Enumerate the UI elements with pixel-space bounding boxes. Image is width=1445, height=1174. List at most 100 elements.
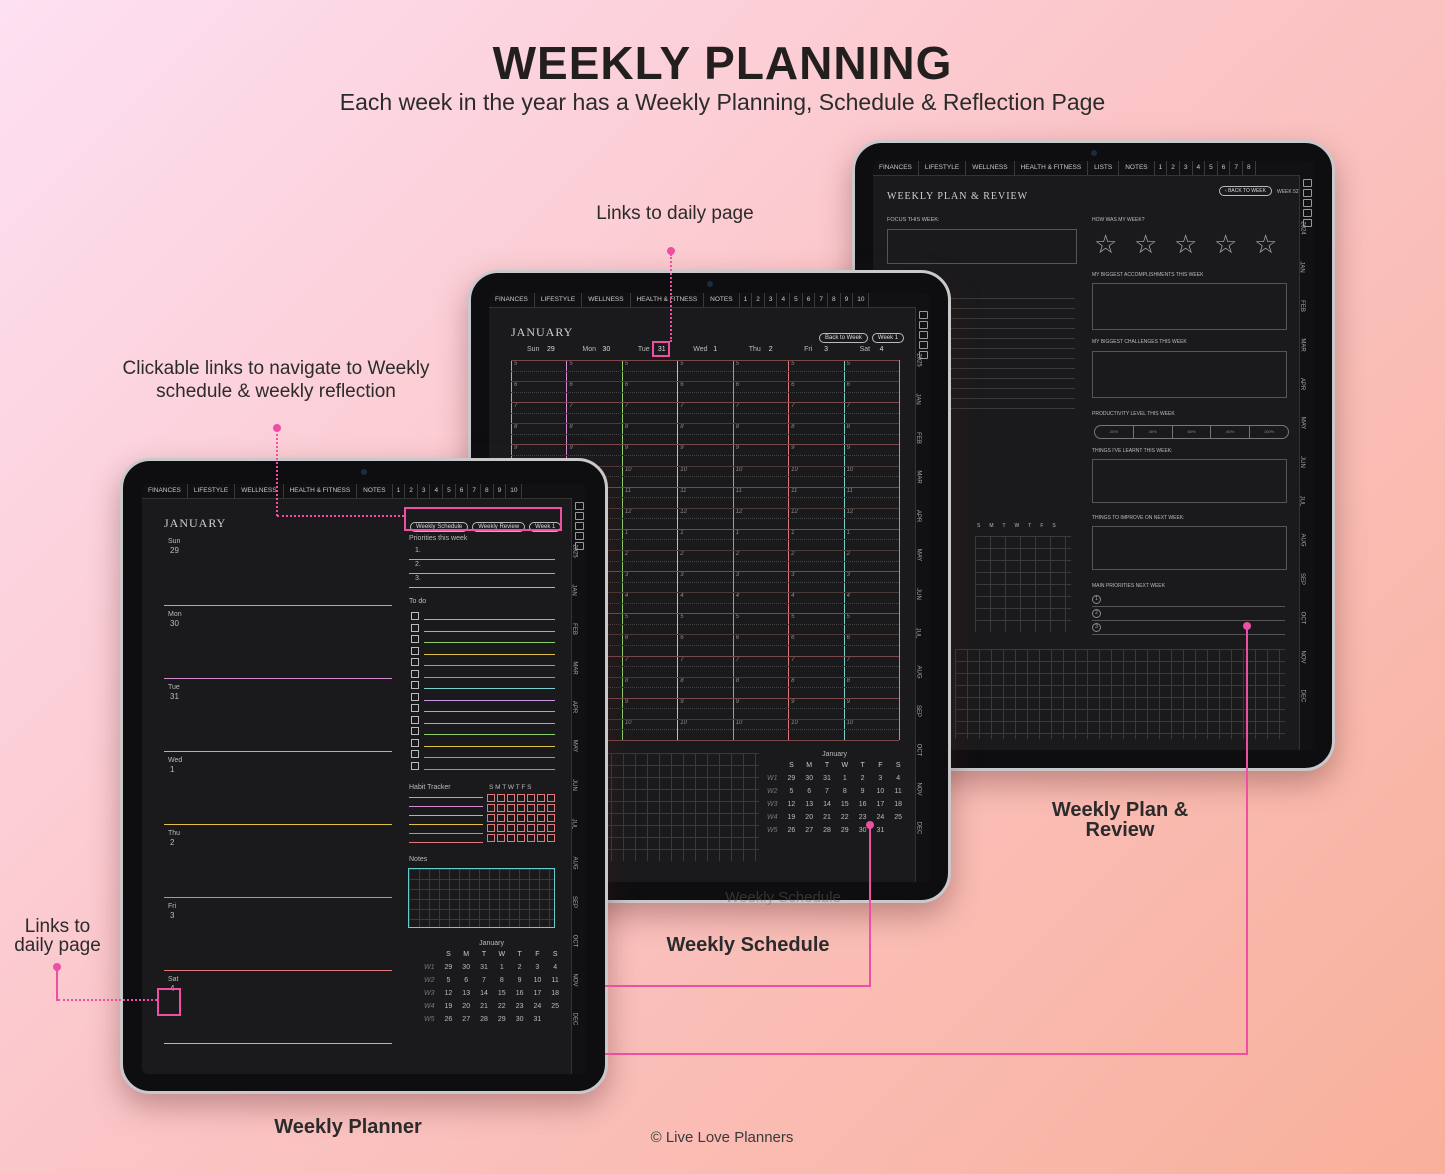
calendar-day[interactable]: 29 (840, 827, 849, 834)
habit-box[interactable] (537, 804, 545, 812)
todo-line[interactable] (424, 665, 555, 666)
side-tab-schedule[interactable]: APR (915, 509, 922, 523)
side-tab-planner[interactable]: JAN (570, 584, 577, 596)
tab-review[interactable]: 1 (1155, 161, 1168, 175)
side-tab-review[interactable]: FEB (1298, 300, 1305, 312)
calendar-day[interactable]: 28 (823, 827, 831, 834)
side-tab-schedule[interactable]: OCT (915, 743, 922, 757)
habit-box[interactable] (487, 804, 495, 812)
calendar-day[interactable]: 19 (444, 1003, 453, 1010)
tab-planner[interactable]: 3 (418, 484, 431, 498)
habit-box[interactable] (547, 814, 555, 822)
tab-schedule[interactable]: 2 (752, 293, 765, 307)
calendar-day[interactable]: 18 (894, 801, 903, 808)
productivity-level[interactable]: 60% (1173, 426, 1212, 438)
side-tab-schedule[interactable]: NOV (915, 782, 922, 796)
calendar-day[interactable]: 8 (842, 788, 847, 795)
side-icon[interactable] (575, 522, 584, 530)
tab-schedule[interactable]: 5 (790, 293, 803, 307)
tab-schedule[interactable]: HEALTH & FITNESS (631, 293, 705, 307)
productivity-level[interactable]: 20% (1095, 426, 1134, 438)
calendar-day[interactable]: 6 (464, 977, 469, 984)
calendar-day[interactable]: 14 (823, 801, 831, 808)
rating-stars[interactable]: ☆ ☆ ☆ ☆ ☆ (1092, 229, 1292, 259)
calendar-day[interactable]: 4 (896, 775, 901, 782)
tab-planner[interactable]: HEALTH & FITNESS (284, 484, 358, 498)
habit-box[interactable] (527, 834, 535, 842)
tab-schedule[interactable]: 9 (841, 293, 854, 307)
productivity-level[interactable]: 100% (1263, 429, 1275, 434)
tab-review[interactable]: 6 (1218, 161, 1231, 175)
day-number[interactable]: 3 (170, 911, 175, 920)
planner-nav-button[interactable]: Weekly Review (472, 522, 526, 532)
todo-checkbox[interactable] (411, 692, 419, 701)
todo-checkbox[interactable] (411, 635, 419, 643)
tab-schedule[interactable]: 3 (765, 293, 778, 307)
planner-nav-button[interactable]: Weekly Schedule (410, 522, 469, 532)
side-tab-schedule[interactable]: MAR (915, 470, 922, 484)
calendar-day[interactable]: 29 (497, 1016, 506, 1023)
calendar-week-link[interactable]: W3 (767, 801, 778, 808)
calendar-day[interactable] (890, 825, 906, 836)
todo-checkbox[interactable] (411, 612, 419, 620)
day-number[interactable]: 1 (170, 765, 175, 774)
side-tab-review[interactable]: OCT (1299, 611, 1306, 625)
schedule-day-number[interactable]: 29 (547, 346, 555, 353)
habit-line[interactable] (409, 842, 483, 843)
habit-box[interactable] (537, 834, 545, 842)
priority-next-item[interactable]: 1 (1092, 593, 1285, 607)
side-tab-review[interactable]: SEP (1299, 572, 1306, 586)
side-icon[interactable] (1303, 179, 1312, 187)
side-icon[interactable] (919, 321, 928, 329)
calendar-day[interactable]: 30 (805, 775, 814, 782)
side-tab-planner[interactable]: SEP (571, 895, 578, 909)
calendar-day[interactable]: 26 (787, 827, 796, 834)
calendar-day[interactable]: 21 (480, 1003, 488, 1010)
productivity-level[interactable]: 40% (1134, 426, 1173, 438)
calendar-day[interactable]: 9 (860, 788, 865, 795)
calendar-day[interactable]: 15 (840, 801, 849, 808)
todo-line[interactable] (424, 642, 555, 643)
calendar-day[interactable]: 29 (787, 775, 796, 782)
calendar-day[interactable]: 16 (858, 801, 867, 808)
calendar-day[interactable]: 5 (446, 977, 451, 984)
side-tab-planner[interactable]: NOV (571, 973, 578, 987)
side-tab-review[interactable]: AUG (1299, 533, 1306, 547)
calendar-day[interactable]: 4 (553, 964, 558, 971)
habit-box[interactable] (487, 794, 495, 802)
calendar-day[interactable]: 13 (462, 990, 471, 997)
side-icon[interactable] (575, 512, 584, 520)
calendar-day[interactable]: 12 (444, 990, 453, 997)
tab-review[interactable]: 8 (1243, 161, 1256, 175)
learnt-box[interactable] (1092, 459, 1287, 503)
side-tab-review[interactable]: MAY (1299, 416, 1306, 430)
schedule-nav-button[interactable]: Back to Week (819, 333, 868, 343)
accomplishments-box[interactable] (1092, 283, 1287, 330)
habit-box[interactable] (537, 814, 545, 822)
tab-planner[interactable]: 4 (430, 484, 444, 498)
tab-schedule[interactable]: 7 (815, 293, 828, 307)
calendar-day[interactable]: 8 (499, 977, 504, 984)
todo-line[interactable] (424, 619, 555, 620)
calendar-day[interactable]: 30 (462, 964, 471, 971)
calendar-week-link[interactable]: W5 (767, 827, 778, 834)
habit-box[interactable] (497, 804, 505, 812)
side-icon[interactable] (919, 331, 928, 339)
side-tab-planner[interactable]: OCT (571, 934, 578, 948)
todo-line[interactable] (424, 745, 555, 747)
calendar-day[interactable]: 31 (823, 775, 831, 782)
schedule-day-number[interactable]: 31 (657, 346, 666, 353)
habit-box[interactable] (517, 804, 525, 812)
habit-box[interactable] (507, 794, 515, 802)
habit-box[interactable] (517, 814, 525, 822)
calendar-day[interactable]: 9 (517, 977, 522, 984)
todo-checkbox[interactable] (411, 715, 419, 724)
schedule-day-number[interactable]: 4 (879, 346, 884, 353)
todo-line[interactable] (424, 768, 555, 770)
todo-checkbox[interactable] (411, 727, 419, 735)
calendar-day[interactable]: 29 (444, 964, 453, 971)
calendar-day[interactable]: 20 (805, 814, 814, 821)
side-icon[interactable] (919, 311, 928, 319)
calendar-day[interactable]: 2 (517, 964, 522, 971)
habit-box[interactable] (487, 824, 495, 832)
